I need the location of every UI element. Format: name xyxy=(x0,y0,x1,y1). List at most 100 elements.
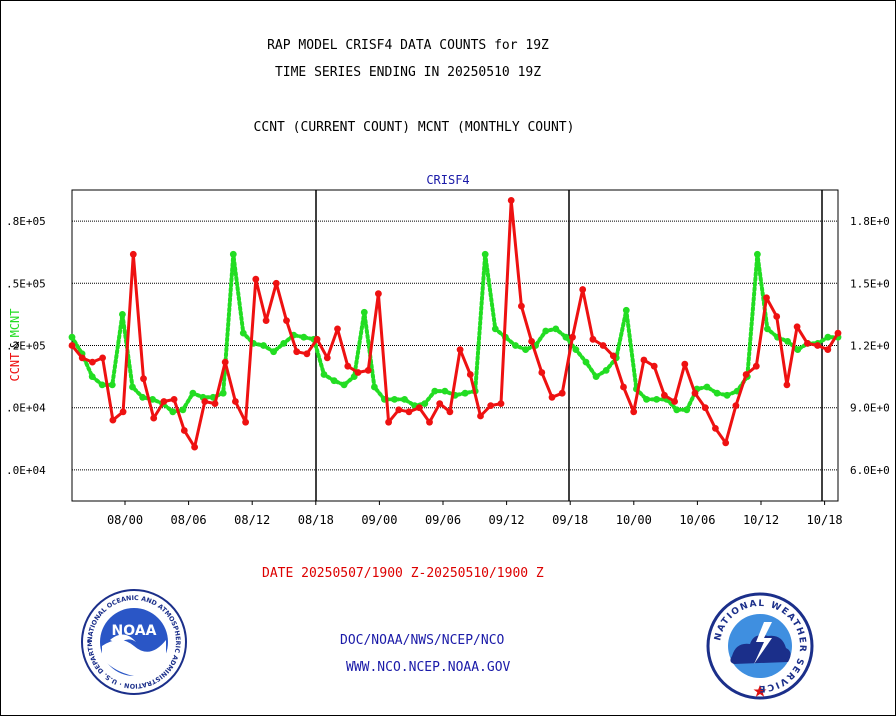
data-point-ccnt xyxy=(211,400,219,407)
series-ccnt xyxy=(68,197,842,451)
data-point-ccnt xyxy=(742,371,750,378)
data-point-ccnt xyxy=(824,346,832,353)
data-point-ccnt xyxy=(691,389,699,397)
series-layer xyxy=(68,197,842,451)
data-point-mcnt xyxy=(189,389,197,397)
chart-title-line2: TIME SERIES ENDING IN 20250510 19Z xyxy=(274,65,542,80)
data-point-ccnt xyxy=(701,404,709,412)
y-axis-label-mcnt: MCNT xyxy=(8,308,22,337)
y-right-tick-label: 1.2E+0 xyxy=(850,340,890,353)
data-point-mcnt xyxy=(653,396,660,403)
data-point-ccnt xyxy=(528,338,535,345)
data-point-ccnt xyxy=(415,404,423,412)
data-point-ccnt xyxy=(160,398,168,405)
data-point-ccnt xyxy=(793,323,801,331)
data-point-mcnt xyxy=(330,377,338,385)
y-axis-label: CCNT & MCNT xyxy=(8,308,22,381)
data-point-ccnt xyxy=(783,381,791,389)
website-link[interactable]: WWW.NCO.NCEP.NOAA.GOV xyxy=(346,660,511,675)
data-point-mcnt xyxy=(491,325,499,333)
data-point-ccnt xyxy=(129,250,137,258)
data-point-mcnt xyxy=(512,342,519,349)
data-point-ccnt xyxy=(99,354,106,362)
doc-link[interactable]: DOC/NOAA/NWS/NCEP/NCO xyxy=(340,633,505,648)
y-axis-right-ticks: 6.0E+0 9.0E+0 1.2E+0 1.5E+0 1.8E+0 xyxy=(850,215,890,477)
data-point-ccnt xyxy=(548,393,556,401)
data-point-ccnt xyxy=(323,354,331,362)
data-point-mcnt xyxy=(481,250,489,258)
chart-subtitle: CCNT (CURRENT COUNT) MCNT (MONTHLY COUNT… xyxy=(253,120,575,135)
data-point-mcnt xyxy=(784,338,791,345)
data-point-ccnt xyxy=(650,362,658,370)
y-right-tick-label: 6.0E+0 xyxy=(850,464,890,477)
data-point-mcnt xyxy=(764,325,771,333)
data-point-ccnt xyxy=(763,294,770,302)
data-point-mcnt xyxy=(622,306,630,314)
x-tick-label: 09/18 xyxy=(552,513,588,527)
data-point-ccnt xyxy=(814,342,821,349)
data-point-ccnt xyxy=(221,358,229,366)
data-point-ccnt xyxy=(191,443,199,451)
x-axis-ticks: 08/00 08/06 08/12 08/18 09/00 09/06 09/12 09/18… xyxy=(107,501,843,527)
data-point-mcnt xyxy=(340,381,348,389)
data-point-ccnt xyxy=(426,418,433,426)
y-axis-label-ccnt: CCNT xyxy=(8,353,22,382)
data-point-ccnt xyxy=(119,408,127,416)
data-point-mcnt xyxy=(794,346,802,353)
data-point-mcnt xyxy=(461,389,469,397)
x-tick-label: 10/00 xyxy=(616,513,652,527)
data-point-ccnt xyxy=(78,354,86,362)
y-left-tick-label: .0E+04 xyxy=(6,402,46,415)
x-tick-label: 09/06 xyxy=(425,513,461,527)
data-point-mcnt xyxy=(239,329,247,337)
data-point-ccnt xyxy=(773,313,781,320)
x-tick-label: 10/12 xyxy=(743,513,779,527)
data-point-mcnt xyxy=(582,358,590,366)
noaa-center-text: NOAA xyxy=(112,623,157,639)
data-point-ccnt xyxy=(303,350,311,358)
data-point-ccnt xyxy=(752,362,760,370)
data-point-mcnt xyxy=(108,381,116,389)
data-point-ccnt xyxy=(630,408,638,416)
data-point-mcnt xyxy=(68,333,76,341)
data-point-mcnt xyxy=(179,406,187,414)
data-point-ccnt xyxy=(109,416,117,424)
data-point-mcnt xyxy=(119,311,126,318)
data-point-mcnt xyxy=(360,308,368,316)
data-point-mcnt xyxy=(562,333,570,341)
x-tick-label: 09/00 xyxy=(361,513,397,527)
data-point-ccnt xyxy=(599,342,607,349)
data-point-mcnt xyxy=(280,340,288,347)
data-point-ccnt xyxy=(344,362,352,370)
data-point-mcnt xyxy=(824,333,832,341)
y-right-tick-label: 1.5E+0 xyxy=(850,277,890,290)
data-point-ccnt xyxy=(170,396,178,403)
data-point-ccnt xyxy=(201,398,209,405)
x-tick-label: 08/18 xyxy=(298,513,334,527)
data-point-ccnt xyxy=(712,425,719,432)
data-point-mcnt xyxy=(522,346,529,353)
data-point-ccnt xyxy=(252,275,260,283)
data-point-mcnt xyxy=(421,400,429,407)
svg-text:CCNT&MCNT: CCNT & MCNT xyxy=(8,308,22,381)
y-right-tick-label: 1.8E+0 xyxy=(850,215,890,228)
data-point-ccnt xyxy=(477,412,484,420)
data-point-ccnt xyxy=(89,358,96,366)
data-point-ccnt xyxy=(395,406,403,414)
data-point-mcnt xyxy=(149,396,157,403)
x-tick-label: 08/12 xyxy=(234,513,270,527)
data-point-mcnt xyxy=(542,327,550,335)
data-point-ccnt xyxy=(579,286,587,293)
chart-title: RAP MODEL CRISF4 DATA COUNTS for 19Z xyxy=(267,38,549,53)
data-point-mcnt xyxy=(643,396,650,403)
data-point-ccnt xyxy=(436,400,444,407)
data-point-mcnt xyxy=(229,250,237,258)
y-left-tick-label: .0E+04 xyxy=(6,464,46,477)
data-point-ccnt xyxy=(242,418,250,426)
x-tick-label: 10/06 xyxy=(679,513,715,527)
data-point-ccnt xyxy=(313,335,321,343)
data-point-mcnt xyxy=(260,342,267,349)
data-point-ccnt xyxy=(446,408,454,416)
data-point-ccnt xyxy=(232,398,239,405)
data-point-mcnt xyxy=(683,406,691,414)
